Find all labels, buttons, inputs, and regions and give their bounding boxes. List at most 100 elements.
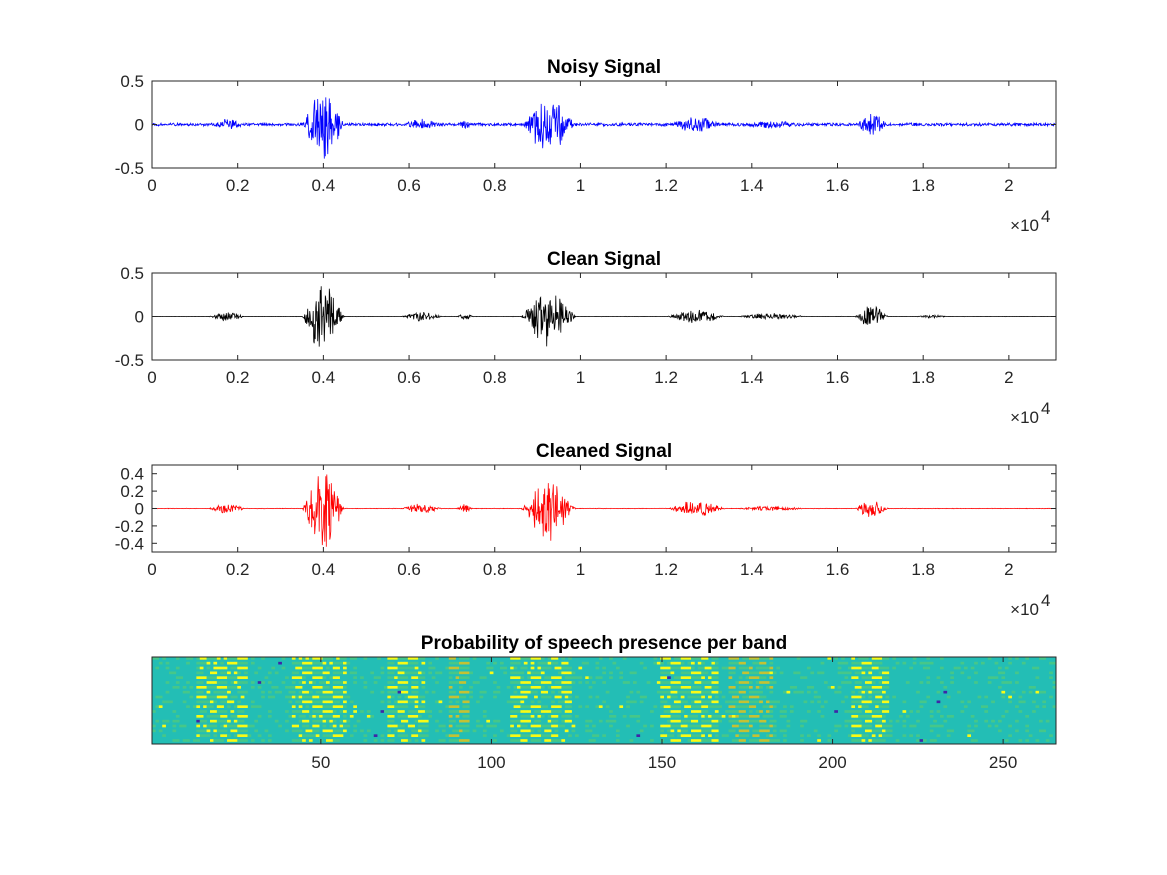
heatmap-cell — [718, 690, 722, 694]
heatmap-cell — [991, 676, 995, 679]
heatmap-cell — [390, 661, 395, 665]
heatmap-cell — [878, 734, 883, 737]
heatmap-cell — [462, 724, 467, 728]
heatmap-cell — [878, 686, 883, 689]
heatmap-cell — [769, 681, 774, 684]
heatmap-cell — [864, 676, 869, 679]
heatmap-cell — [810, 686, 815, 689]
heatmap-cell — [421, 724, 426, 728]
heatmap-cell — [264, 729, 269, 733]
heatmap-cell — [363, 657, 368, 660]
heatmap-cell — [663, 681, 668, 684]
heatmap-cell — [708, 690, 712, 694]
heatmap-cell — [216, 710, 221, 713]
heatmap-cell — [667, 695, 671, 699]
heatmap-cell — [557, 739, 562, 742]
heatmap-cell — [267, 671, 272, 675]
heatmap-cell — [578, 676, 583, 679]
heatmap-cell — [220, 705, 224, 708]
heatmap-cell — [431, 666, 436, 670]
heatmap-cell — [459, 729, 463, 733]
heatmap-cell — [987, 724, 992, 728]
heatmap-cell — [800, 690, 804, 694]
heatmap-cell — [499, 661, 504, 665]
heatmap-cell — [510, 666, 514, 670]
heatmap-cell — [967, 676, 972, 679]
heatmap-cell — [701, 676, 705, 679]
heatmap-cell — [588, 695, 593, 699]
heatmap-cell — [452, 661, 456, 665]
heatmap-cell — [271, 686, 276, 689]
heatmap-cell — [864, 734, 869, 737]
heatmap-cell — [383, 710, 388, 713]
heatmap-cell — [336, 729, 340, 733]
heatmap-cell — [394, 710, 398, 713]
heatmap-cell — [397, 676, 402, 679]
heatmap-cell — [680, 671, 685, 675]
heatmap-cell — [837, 724, 842, 728]
y-tick-label: -0.5 — [115, 159, 144, 178]
heatmap-cell — [196, 666, 201, 670]
heatmap-cell — [295, 729, 299, 733]
heatmap-cell — [315, 705, 320, 708]
heatmap-cell — [687, 671, 692, 675]
heatmap-cell — [684, 729, 688, 733]
heatmap-cell — [213, 676, 218, 679]
heatmap-cell — [196, 686, 201, 689]
y-tick-label: 0.5 — [120, 72, 144, 91]
heatmap-cell — [257, 734, 262, 737]
heatmap-cell — [858, 686, 862, 689]
heatmap-cell — [343, 719, 347, 723]
heatmap-cell — [544, 729, 549, 733]
heatmap-cell — [779, 671, 784, 675]
heatmap-cell — [291, 729, 296, 733]
heatmap-cell — [755, 686, 760, 689]
heatmap-cell — [551, 686, 555, 689]
heatmap-cell — [394, 666, 398, 670]
heatmap-cell — [452, 710, 456, 713]
heatmap-cell — [868, 715, 873, 718]
heatmap-cell — [411, 700, 415, 704]
heatmap-cell — [588, 739, 593, 742]
heatmap-cell — [544, 666, 549, 670]
subplot-title: Clean Signal — [547, 249, 661, 270]
heatmap-cell — [312, 719, 317, 723]
heatmap-cell — [250, 681, 255, 684]
heatmap-cell — [714, 695, 719, 699]
heatmap-cell — [868, 739, 873, 742]
heatmap-cell — [223, 686, 228, 689]
heatmap-cell — [448, 695, 453, 699]
heatmap-cell — [520, 719, 525, 723]
heatmap-cell — [622, 681, 627, 684]
heatmap-cell — [465, 729, 470, 733]
heatmap-cell — [206, 734, 211, 737]
heatmap-cell — [418, 724, 422, 728]
heatmap-cell — [885, 705, 890, 708]
heatmap-cell — [673, 719, 678, 723]
heatmap-cell — [158, 705, 163, 708]
heatmap-cell — [424, 710, 429, 713]
heatmap-cell — [868, 661, 873, 665]
heatmap-cell — [1018, 695, 1023, 699]
heatmap-cell — [602, 734, 606, 737]
heatmap-cell — [731, 700, 736, 704]
heatmap-cell — [1052, 661, 1057, 665]
heatmap-cell — [701, 681, 705, 684]
heatmap-cell — [220, 719, 224, 723]
heatmap-cell — [837, 690, 842, 694]
heatmap-cell — [547, 719, 552, 723]
heatmap-cell — [298, 729, 303, 733]
x-exponent-power: 4 — [1041, 207, 1050, 226]
heatmap-cell — [380, 666, 385, 670]
heatmap-cell — [697, 690, 702, 694]
heatmap-cell — [322, 700, 327, 704]
heatmap-cell — [827, 739, 832, 742]
heatmap-cell — [209, 719, 214, 723]
heatmap-cell — [875, 719, 879, 723]
heatmap-cell — [960, 671, 965, 675]
heatmap-cell — [438, 739, 443, 742]
heatmap-cell — [237, 676, 241, 679]
heatmap-cell — [680, 719, 685, 723]
heatmap-cell — [847, 681, 852, 684]
heatmap-cell — [155, 695, 160, 699]
